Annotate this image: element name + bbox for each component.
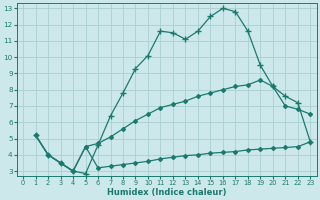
X-axis label: Humidex (Indice chaleur): Humidex (Indice chaleur)	[107, 188, 227, 197]
